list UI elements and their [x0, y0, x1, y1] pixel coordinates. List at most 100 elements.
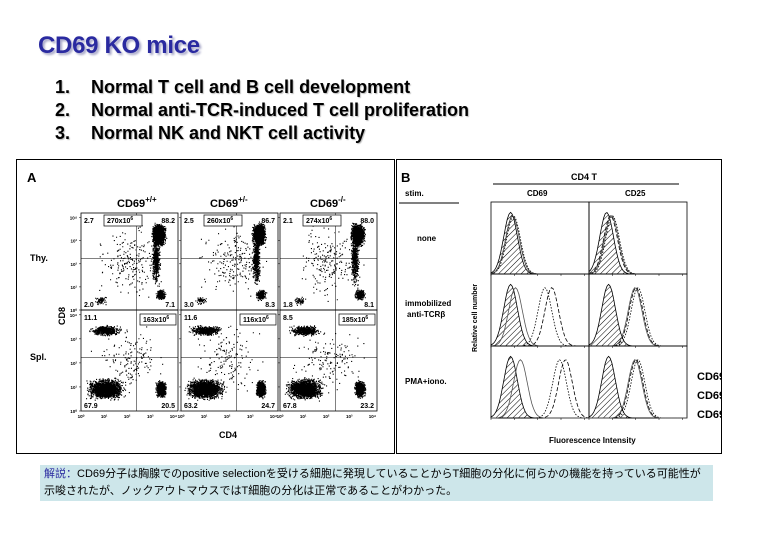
tick-label: 10²	[323, 414, 330, 419]
dot-plot: 10⁰ 10¹ 10² 10³ 10⁴ 11.6 63.2 24.7 116x106	[178, 309, 279, 419]
quadrant-value: 11.6	[184, 315, 197, 322]
histogram	[490, 273, 590, 348]
y-axis-label: Relative cell number	[472, 284, 479, 352]
tick-label: 10⁴	[369, 414, 376, 419]
tick-label: 10¹	[201, 414, 208, 419]
dot-cluster	[251, 230, 261, 285]
summary-list: 1. Normal T cell and B cell development 2…	[55, 76, 469, 145]
tick-label: 10³	[247, 414, 254, 419]
dot-cluster	[354, 289, 366, 301]
histogram	[588, 273, 688, 348]
dot-cluster	[86, 377, 127, 401]
cell-count: 274x106	[306, 216, 332, 225]
slide-title: CD69 KO mice	[38, 32, 200, 59]
list-item: 3. Normal NK and NKT cell activity	[55, 123, 366, 143]
quadrant-value: 2.1	[283, 218, 293, 225]
tick-label: 10⁴	[170, 414, 177, 419]
tick-label: 10⁰	[78, 414, 85, 419]
dot-cluster	[354, 379, 367, 399]
quadrant-value: 67.9	[84, 403, 98, 410]
tick-label: 10¹	[70, 285, 77, 290]
tick-label: 10²	[124, 414, 131, 419]
cell-count: 260x106	[207, 216, 233, 225]
legend-entry: CD69-/-	[697, 407, 721, 421]
dot-plot: 2.1 88.0 1.8 8.1 274x106	[278, 212, 378, 311]
column-header-cd69: CD69	[527, 189, 548, 198]
explanation-note: 解説：CD69分子は胸腺でのpositive selectionを受ける細胞に発…	[40, 465, 713, 501]
quadrant-value: 1.8	[283, 302, 293, 309]
dot-cluster	[89, 324, 122, 337]
dot-cluster	[289, 325, 322, 337]
histogram	[588, 201, 688, 276]
tick-label: 10³	[70, 337, 77, 342]
dot-plot: 10⁰ 10¹ 10² 10³ 10⁴ 8.5 67.8 23.2 185x106	[277, 309, 378, 419]
histogram	[490, 345, 590, 420]
quadrant-value: 2.5	[184, 218, 194, 225]
dot-cluster	[255, 380, 267, 400]
tick-label: 10⁰	[277, 414, 284, 419]
dot-plot-figure: A CD69+/+ CD69+/- CD69-/- Thy. Spl. CD8 …	[27, 170, 378, 440]
stim-header: stim.	[405, 189, 424, 198]
dot-cluster	[255, 289, 268, 302]
note-label: 解説：	[44, 468, 77, 480]
genotype-header: CD69+/+	[117, 195, 157, 210]
figure-panel-b: B CD4 T stim. CD69 CD25 none immobilized…	[396, 159, 753, 454]
histogram	[588, 345, 688, 420]
quadrant-value: 88.0	[360, 218, 374, 225]
legend-entry: CD69+/-	[697, 388, 721, 402]
dot-cluster	[294, 296, 307, 306]
quadrant-value: 23.2	[360, 403, 374, 410]
dot-cluster	[195, 297, 207, 305]
quadrant-value: 63.2	[184, 403, 198, 410]
tick-label: 10²	[224, 414, 231, 419]
tick-label: 10⁰	[70, 409, 77, 414]
stim-row-label: immobilized	[405, 299, 451, 308]
note-text: CD69分子は胸腺でのpositive selectionを受ける細胞に発現して…	[44, 468, 701, 497]
quadrant-value: 2.0	[84, 302, 94, 309]
dot-cluster	[155, 289, 167, 300]
stim-row-label: PMA+iono.	[405, 377, 447, 386]
tick-label: 10⁴	[70, 216, 77, 221]
quadrant-value: 11.1	[84, 315, 97, 322]
list-item: 2. Normal anti-TCR-induced T cell prolife…	[55, 100, 470, 120]
group-header: CD4 T	[571, 172, 598, 182]
tick-label: 10⁴	[270, 414, 277, 419]
tick-label: 10²	[70, 262, 77, 267]
y-axis-label: CD8	[57, 307, 67, 325]
tick-label: 10³	[147, 414, 154, 419]
tick-label: 10⁴	[70, 313, 77, 318]
dot-plot: 10⁰ 10¹ 10² 10³ 10⁴ 2.7 88.2 2.0 7.1 270x106	[70, 212, 179, 313]
cell-count: 116x106	[243, 315, 269, 324]
list-item: 1. Normal T cell and B cell development	[55, 77, 411, 97]
dot-cluster	[150, 231, 162, 287]
column-header-cd25: CD25	[625, 189, 646, 198]
x-axis-label: Fluorescence Intensity	[549, 436, 636, 445]
quadrant-value: 88.2	[161, 218, 175, 225]
dot-cluster	[199, 222, 268, 297]
tick-label: 10⁰	[178, 414, 185, 419]
quadrant-value: 8.5	[283, 315, 293, 322]
cell-count: 270x106	[107, 216, 133, 225]
row-label-thymus: Thy.	[30, 253, 48, 263]
quadrant-value: 3.0	[184, 302, 194, 309]
x-axis-label: CD4	[219, 430, 237, 440]
tick-label: 10³	[70, 239, 77, 244]
stim-row-label: anti-TCRβ	[407, 310, 445, 319]
cell-count: 163x106	[143, 315, 169, 324]
tick-label: 10³	[346, 414, 353, 419]
dot-cluster	[188, 325, 222, 336]
genotype-header: CD69+/-	[210, 195, 248, 210]
cell-count: 185x106	[342, 315, 368, 324]
quadrant-value: 20.5	[161, 403, 175, 410]
dot-cluster	[155, 380, 167, 398]
dot-cluster	[251, 221, 267, 247]
histogram	[490, 201, 590, 276]
figure-panel-a: A CD69+/+ CD69+/- CD69-/- Thy. Spl. CD8 …	[16, 159, 395, 454]
quadrant-value: 86.7	[261, 218, 275, 225]
genotype-header: CD69-/-	[310, 195, 346, 210]
tick-label: 10¹	[101, 414, 108, 419]
dot-cluster	[99, 222, 162, 298]
tick-label: 10¹	[300, 414, 307, 419]
dot-cluster	[284, 378, 326, 402]
